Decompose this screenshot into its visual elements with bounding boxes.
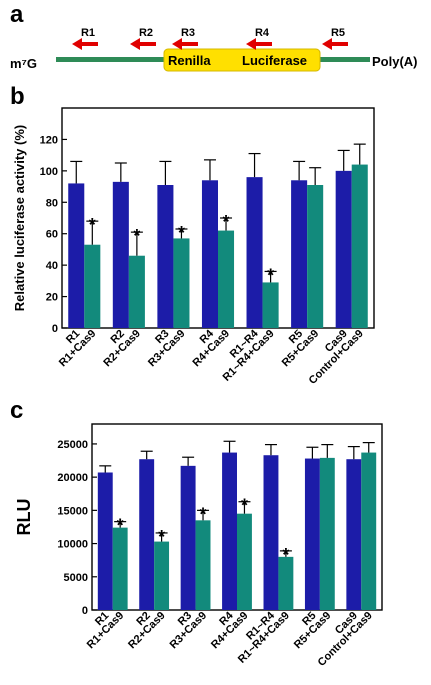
y-tick-label: 15000	[57, 505, 88, 517]
primer-arrow-shaft-r1	[80, 42, 98, 46]
bar	[278, 556, 294, 610]
bar	[291, 180, 308, 328]
bar	[68, 183, 85, 328]
bar	[237, 513, 252, 610]
primer-label-r2: R2	[139, 27, 153, 39]
bar	[139, 459, 155, 610]
y-axis-title: RLU	[14, 499, 34, 536]
y-tick-label: 5000	[64, 572, 88, 584]
primer-arrow-head-r3	[172, 38, 182, 50]
bar	[128, 255, 145, 328]
panel-a-letter: a	[10, 1, 24, 28]
bar	[84, 244, 101, 328]
gene-label-renilla: Renilla	[168, 53, 211, 68]
polya-label: Poly(A)	[372, 54, 418, 69]
primer-arrow-shaft-r3	[180, 42, 198, 46]
primer-label-r3: R3	[181, 27, 195, 39]
y-axis-title: Relative luciferase activity (%)	[12, 125, 27, 311]
panel-c-chart: c RLU 0500010000150002000025000R1*R1+Cas…	[10, 397, 383, 669]
primer-arrow-head-r5	[322, 38, 332, 50]
bar	[201, 180, 218, 328]
y-tick-label: 40	[46, 260, 58, 272]
bar	[180, 465, 196, 610]
primer-label-r4: R4	[255, 27, 270, 39]
bar	[246, 177, 263, 328]
bar	[361, 452, 377, 610]
significance-star: *	[117, 516, 124, 536]
significance-star: *	[223, 212, 230, 232]
primer-label-r5: R5	[331, 27, 345, 39]
bar	[304, 458, 320, 610]
y-tick-label: 80	[46, 197, 58, 209]
bar	[335, 170, 352, 328]
panel-b-chart: b Relative luciferase activity (%) 0 20 40…	[10, 83, 375, 387]
bar	[157, 185, 174, 328]
bar	[112, 181, 129, 328]
panel-c-letter: c	[10, 397, 23, 424]
cap-label: m⁷G	[10, 56, 37, 71]
bar	[351, 164, 368, 328]
y-tick-label: 120	[40, 134, 58, 146]
bar	[195, 520, 211, 610]
primer-arrow-shaft-r4	[254, 42, 272, 46]
primer-label-r1: R1	[81, 27, 95, 39]
bar	[307, 185, 324, 328]
mrna-line-left	[56, 57, 166, 62]
y-tick-label: 20	[46, 292, 58, 304]
bar	[112, 527, 128, 610]
bar	[154, 541, 170, 610]
y-tick-label: 20000	[57, 472, 88, 484]
y-tick-label: 0	[82, 605, 88, 617]
bar	[262, 282, 279, 328]
panel-a-diagram: a m⁷G Renilla Luciferase Poly(A) R1 R2 R3 R…	[10, 1, 418, 72]
panel-b-letter: b	[10, 83, 25, 110]
significance-star: *	[178, 223, 185, 243]
primer-arrows: R1 R2 R3 R4 R5	[72, 27, 348, 50]
bar	[263, 455, 279, 610]
y-tick-label: 0	[52, 323, 58, 335]
y-tick-label: 25000	[57, 439, 88, 451]
bar	[346, 459, 362, 610]
primer-arrow-head-r1	[72, 38, 82, 50]
bar	[222, 452, 237, 610]
bar	[173, 238, 190, 328]
mrna-line-right	[318, 57, 370, 62]
y-tick-label: 10000	[57, 539, 88, 551]
primer-arrow-shaft-r5	[330, 42, 348, 46]
significance-star: *	[267, 265, 274, 285]
luciferase-gene-box	[163, 48, 321, 72]
y-tick-label: 100	[40, 166, 58, 178]
significance-star: *	[241, 496, 248, 516]
significance-star: *	[133, 226, 140, 246]
gene-label-luciferase: Luciferase	[242, 53, 307, 68]
bar	[218, 230, 235, 328]
primer-arrow-shaft-r2	[138, 42, 156, 46]
significance-star: *	[158, 527, 165, 547]
significance-star: *	[89, 215, 96, 235]
significance-star: *	[282, 545, 289, 565]
significance-star: *	[200, 504, 207, 524]
bar	[319, 457, 335, 610]
y-tick-label: 60	[46, 229, 58, 241]
bar	[97, 472, 113, 610]
primer-arrow-head-r2	[130, 38, 140, 50]
primer-arrow-head-r4	[246, 38, 256, 50]
